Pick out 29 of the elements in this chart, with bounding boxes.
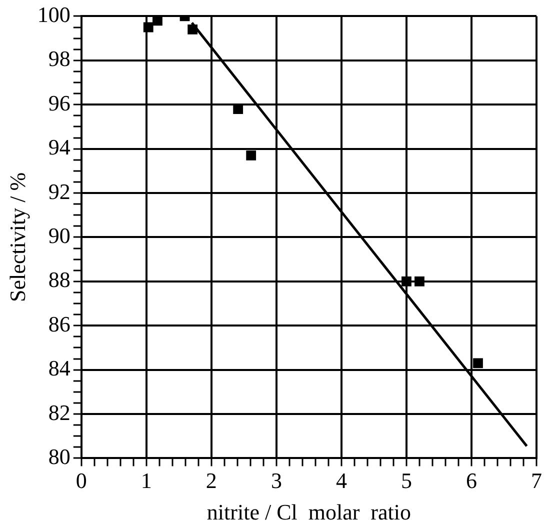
point (402, 276, 412, 286)
x-axis-title: nitrite / Cl molar ratio (206, 500, 411, 525)
point (233, 104, 244, 114)
x-tick-label: 4 (336, 468, 347, 494)
x-tick-label: 7 (531, 468, 542, 494)
point (246, 150, 256, 160)
point (143, 22, 154, 32)
y-tick-label: 94 (48, 134, 70, 160)
y-tick-label: 80 (48, 444, 70, 469)
y-axis-title: Selectivity / % (4, 172, 30, 302)
y-tick-label: 88 (48, 267, 70, 292)
x-tick-label: 3 (270, 468, 282, 494)
x-tick-label: 5 (400, 468, 412, 494)
y-tick-label: 92 (48, 178, 70, 204)
point (152, 16, 162, 26)
point (473, 358, 483, 368)
x-tick-label: 2 (206, 468, 217, 494)
y-tick-label: 98 (48, 46, 70, 72)
y-tick-label: 84 (48, 356, 70, 381)
point (414, 276, 424, 286)
y-tick-label: 96 (48, 90, 70, 116)
x-tick-label: 6 (466, 468, 477, 494)
y-tick-label: 90 (48, 222, 70, 248)
y-tick-label: 82 (48, 400, 70, 425)
y-tick-label: 100 (37, 2, 70, 27)
x-tick-label: 1 (140, 468, 152, 494)
point (188, 24, 198, 34)
x-tick-label: 0 (76, 468, 87, 494)
y-tick-label: 86 (48, 311, 70, 336)
